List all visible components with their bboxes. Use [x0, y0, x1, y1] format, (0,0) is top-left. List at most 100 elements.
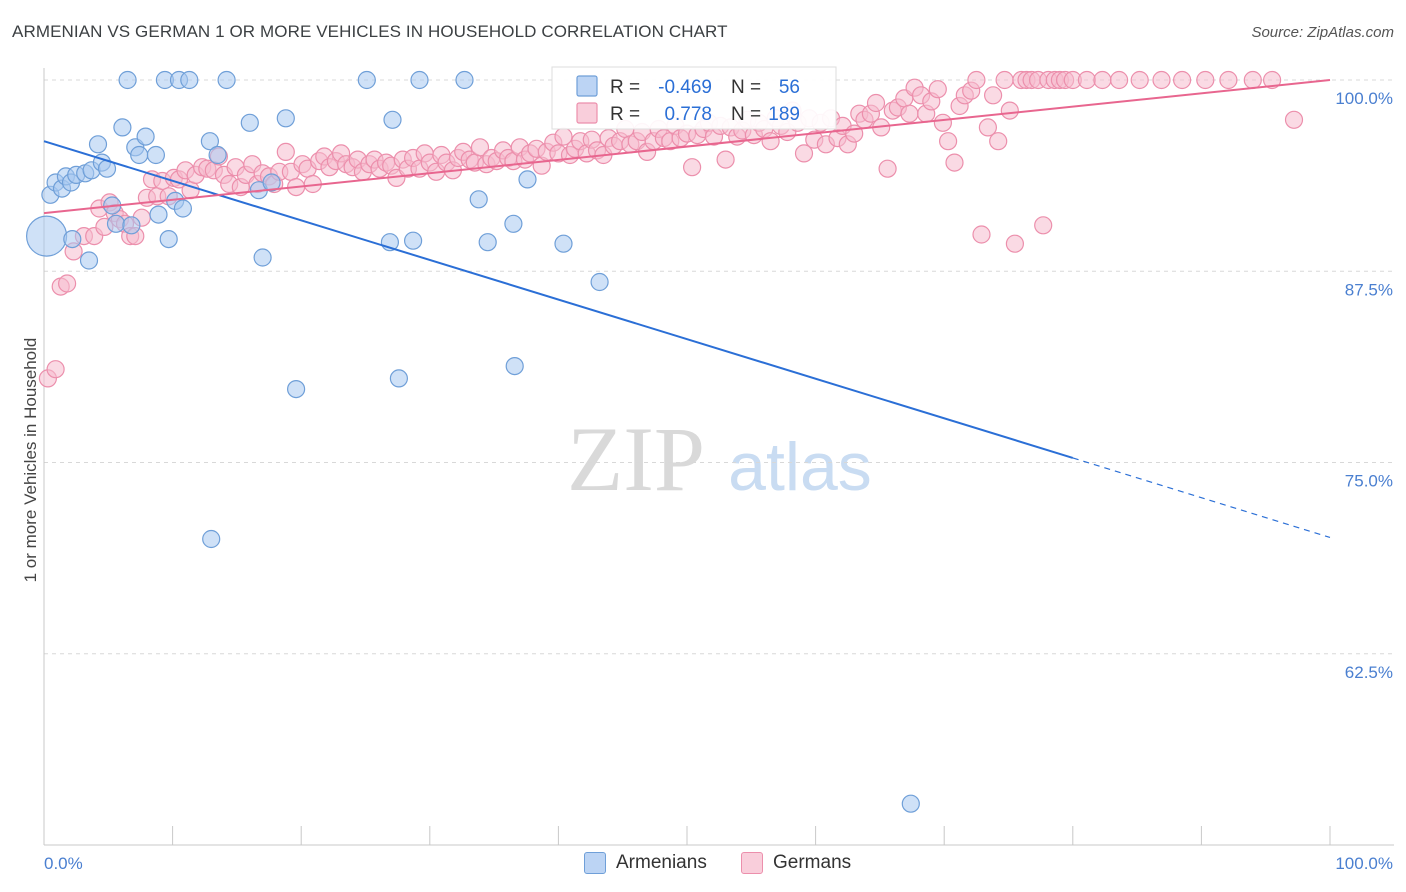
y-tick-label: 87.5% — [1345, 280, 1393, 299]
watermark-zip: ZIP — [567, 408, 705, 510]
germans-point — [276, 142, 295, 161]
armenians-point — [554, 234, 573, 253]
armenians-point — [159, 230, 178, 249]
germans-point — [1196, 70, 1215, 90]
armenians-point — [79, 251, 99, 270]
armenians-point — [478, 233, 497, 252]
germans-point — [1000, 101, 1019, 120]
stats-r-value: 0.778 — [664, 104, 712, 125]
germans-point — [682, 158, 702, 177]
armenians-point — [357, 70, 376, 90]
germans-point — [938, 132, 958, 151]
armenians-point — [118, 70, 137, 90]
stats-n-label: N = — [731, 104, 761, 125]
armenians-trend-extension — [1072, 457, 1331, 539]
armenians-point — [106, 214, 126, 233]
armenians-point — [208, 145, 227, 165]
germans-point — [761, 132, 780, 151]
germans-point — [57, 274, 77, 293]
germans-point — [983, 86, 1003, 105]
legend-label-armenians: Armenians — [616, 852, 707, 873]
armenians-point — [590, 272, 609, 292]
armenians-point — [901, 794, 920, 813]
armenians-point — [504, 214, 523, 233]
chart-title: ARMENIAN VS GERMAN 1 OR MORE VEHICLES IN… — [12, 22, 728, 41]
germans-point — [1262, 70, 1282, 90]
germans-point — [794, 144, 814, 163]
germans-point — [1172, 70, 1192, 90]
armenians-point — [180, 70, 199, 90]
germans-swatch — [741, 852, 763, 874]
armenians-point — [88, 135, 108, 154]
germans-point — [967, 70, 986, 90]
armenians-swatch — [584, 852, 606, 874]
armenians-point — [505, 357, 524, 376]
stats-r-label: R = — [610, 104, 640, 125]
stats-n-value: 189 — [768, 104, 800, 125]
armenians-point — [130, 145, 149, 165]
germans-point — [716, 150, 735, 169]
y-axis-label: 1 or more Vehicles in Household — [21, 338, 40, 583]
bottom-legend: Armenians Germans — [0, 852, 1406, 878]
x-tick-label: 100.0% — [1335, 854, 1393, 873]
armenians-point — [287, 380, 306, 399]
germans-point — [995, 70, 1014, 90]
germans-point — [470, 138, 490, 157]
armenians-point — [63, 230, 82, 249]
armenians-point — [173, 199, 192, 218]
armenians-point — [383, 110, 402, 129]
armenians-point — [518, 170, 537, 189]
germans-point — [1130, 70, 1149, 90]
germans-point — [1219, 70, 1238, 90]
germans-point — [1093, 70, 1112, 90]
stats-legend: R = -0.469 N = 56 R = 0.778 N = 189 — [551, 66, 837, 130]
armenians-point — [149, 205, 168, 224]
armenians-point — [404, 231, 423, 250]
germans-point — [1034, 216, 1053, 235]
germans-point — [1152, 70, 1171, 90]
germans-point — [928, 80, 947, 99]
armenians-point — [262, 173, 281, 192]
germans-point — [1243, 70, 1262, 90]
germans-point — [1077, 70, 1097, 90]
armenians-point — [25, 215, 68, 257]
germans-point — [866, 93, 886, 113]
germans-point — [933, 113, 953, 132]
stats-legend-box — [551, 66, 837, 130]
armenians-point — [410, 70, 429, 90]
germans-point — [1005, 234, 1025, 253]
armenians-point — [469, 190, 488, 209]
germans-point — [878, 159, 897, 178]
stats-swatch — [576, 75, 598, 97]
stats-swatch — [576, 102, 598, 124]
germans-point — [1284, 110, 1304, 129]
germans-point — [945, 153, 964, 172]
y-tick-label: 100.0% — [1335, 89, 1393, 108]
source-label: Source: ZipAtlas.com — [1251, 24, 1394, 41]
x-tick-label: 0.0% — [44, 854, 83, 873]
armenians-series — [25, 70, 920, 813]
stats-n-label: N = — [731, 77, 761, 98]
y-tick-label: 62.5% — [1345, 663, 1393, 682]
stats-r-value: -0.469 — [658, 77, 712, 98]
germans-trend-line — [43, 79, 1331, 215]
armenians-point — [202, 529, 221, 549]
germans-point — [900, 104, 919, 123]
armenians-point — [253, 248, 272, 267]
armenians-point — [146, 145, 165, 165]
y-tick-label: 75.0% — [1345, 472, 1393, 491]
germans-point — [989, 132, 1008, 151]
armenians-trend-line — [43, 140, 1074, 459]
armenians-point — [122, 216, 141, 235]
armenians-point — [200, 132, 219, 151]
armenians-point — [276, 109, 295, 128]
legend-item-armenians[interactable]: Armenians — [584, 852, 707, 874]
germans-point — [1109, 70, 1129, 90]
armenians-point — [113, 118, 132, 137]
stats-n-value: 56 — [779, 77, 800, 98]
stats-r-label: R = — [610, 77, 640, 98]
armenians-point — [136, 127, 155, 146]
legend-item-germans[interactable]: Germans — [741, 852, 851, 874]
armenians-point — [240, 113, 259, 132]
